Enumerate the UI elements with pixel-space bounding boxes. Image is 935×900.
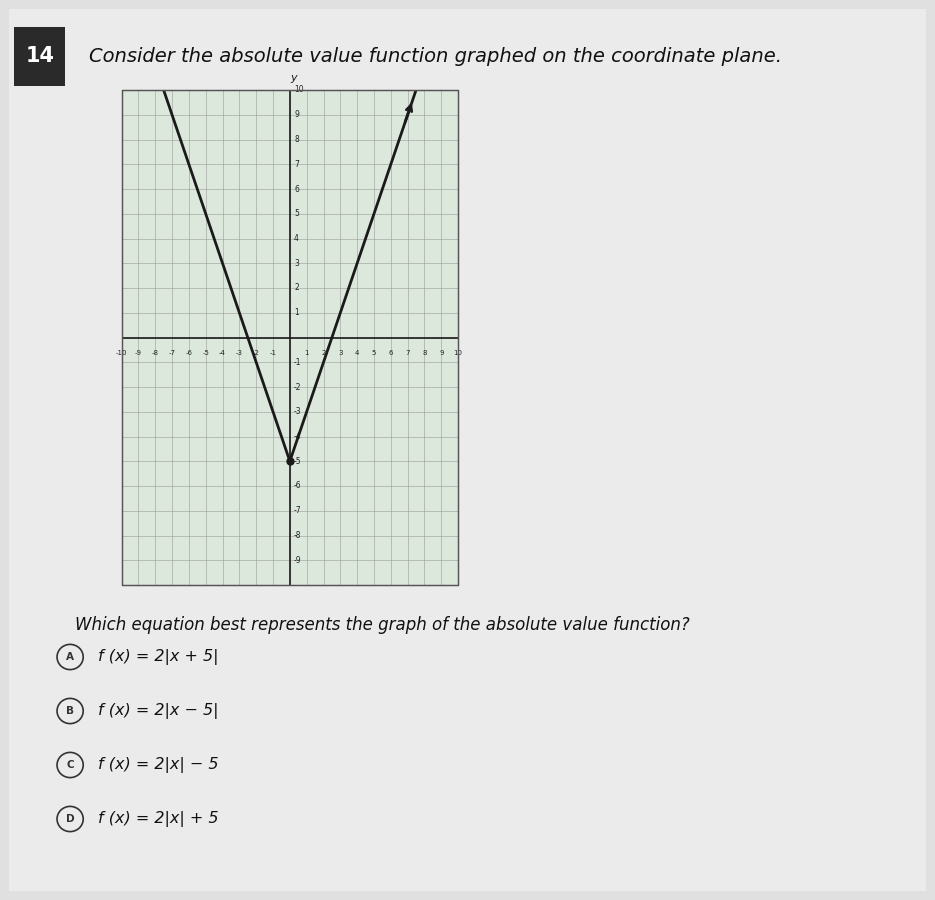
- Text: 8: 8: [294, 135, 299, 144]
- Text: -9: -9: [294, 555, 302, 565]
- Text: 9: 9: [439, 350, 443, 356]
- Text: 10: 10: [453, 350, 463, 356]
- Text: -6: -6: [294, 482, 302, 490]
- Text: -3: -3: [236, 350, 243, 356]
- Text: -3: -3: [294, 407, 302, 416]
- Text: 5: 5: [294, 210, 299, 219]
- Text: B: B: [66, 706, 74, 716]
- Text: 1: 1: [305, 350, 309, 356]
- Text: 5: 5: [372, 350, 376, 356]
- Text: Which equation best represents the graph of the absolute value function?: Which equation best represents the graph…: [75, 616, 689, 634]
- Text: -9: -9: [135, 350, 142, 356]
- Text: 8: 8: [423, 350, 426, 356]
- Text: -7: -7: [168, 350, 176, 356]
- Text: 6: 6: [389, 350, 393, 356]
- Text: C: C: [66, 760, 74, 770]
- Text: f (x) = 2|x| + 5: f (x) = 2|x| + 5: [98, 811, 219, 827]
- Text: 2: 2: [322, 350, 325, 356]
- Text: f (x) = 2|x| − 5: f (x) = 2|x| − 5: [98, 757, 219, 773]
- Text: 2: 2: [294, 284, 299, 292]
- Text: 1: 1: [294, 308, 299, 318]
- Text: -5: -5: [294, 457, 302, 466]
- Text: -1: -1: [269, 350, 277, 356]
- Text: 6: 6: [294, 184, 299, 194]
- Text: 7: 7: [406, 350, 410, 356]
- Text: -7: -7: [294, 506, 302, 515]
- Text: -5: -5: [202, 350, 209, 356]
- Text: 3: 3: [294, 259, 299, 268]
- Text: 4: 4: [294, 234, 299, 243]
- Text: -2: -2: [294, 382, 302, 392]
- Text: 7: 7: [294, 160, 299, 169]
- Text: A: A: [66, 652, 74, 662]
- Text: f (x) = 2|x − 5|: f (x) = 2|x − 5|: [98, 703, 219, 719]
- Text: 14: 14: [25, 46, 54, 67]
- Text: 9: 9: [294, 111, 299, 119]
- Text: y: y: [290, 73, 296, 83]
- Text: -8: -8: [294, 531, 302, 540]
- Text: f (x) = 2|x + 5|: f (x) = 2|x + 5|: [98, 649, 219, 665]
- Text: Consider the absolute value function graphed on the coordinate plane.: Consider the absolute value function gra…: [89, 47, 782, 67]
- Text: -4: -4: [219, 350, 226, 356]
- Text: -8: -8: [151, 350, 159, 356]
- Text: -10: -10: [116, 350, 127, 356]
- Text: 10: 10: [294, 86, 304, 94]
- Text: 4: 4: [355, 350, 359, 356]
- Text: 3: 3: [338, 350, 342, 356]
- Text: -4: -4: [294, 432, 302, 441]
- Text: D: D: [65, 814, 75, 824]
- Text: -2: -2: [252, 350, 260, 356]
- Text: -1: -1: [294, 357, 302, 367]
- Text: -6: -6: [185, 350, 193, 356]
